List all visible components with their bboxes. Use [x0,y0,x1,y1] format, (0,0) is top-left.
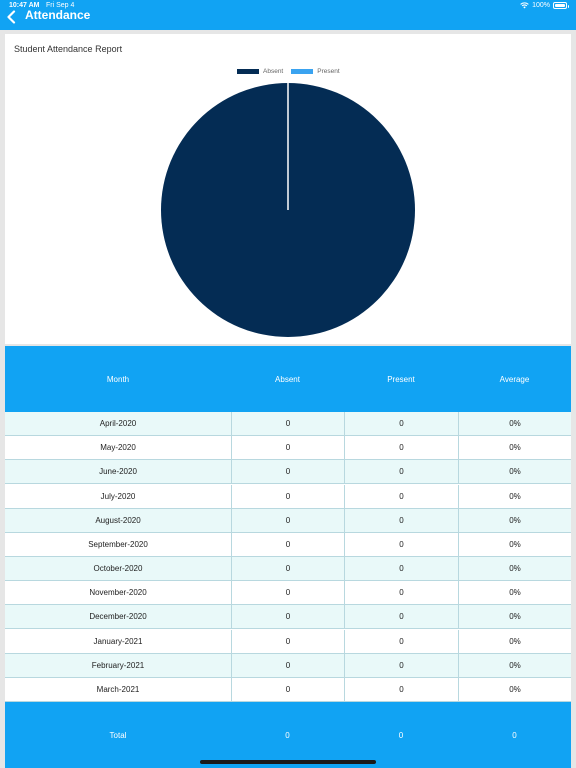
header-average: Average [499,374,530,384]
home-indicator[interactable] [200,760,376,764]
cell-absent: 0 [231,484,344,508]
cell-average: 0% [458,436,571,460]
battery-icon [553,2,569,9]
table-row: March-2021 0 0 0% [5,677,571,702]
cell-average: 0% [458,653,571,677]
cell-average: 0% [458,508,571,532]
cell-absent: 0 [231,508,344,532]
table-row: December-2020 0 0 0% [5,605,571,630]
cell-present: 0 [344,581,458,605]
status-date: Fri Sep 4 [46,2,75,9]
cell-month: November-2020 [89,588,147,598]
cell-present: 0 [344,508,458,532]
table-row: May-2020 0 0 0% [5,436,571,461]
table-row: October-2020 0 0 0% [5,557,571,582]
table-row: August-2020 0 0 0% [5,508,571,533]
navigation-bar: 10:47 AM Fri Sep 4 100% Attendance [0,0,576,30]
cell-average: 0% [458,557,571,581]
cell-absent: 0 [231,557,344,581]
cell-month: June-2020 [99,467,137,477]
legend-label-present: Present [317,68,340,75]
cell-present: 0 [344,460,458,484]
cell-month: October-2020 [93,564,143,574]
cell-present: 0 [344,484,458,508]
cell-month: February-2021 [91,660,145,670]
cell-absent: 0 [231,653,344,677]
table-row: April-2020 0 0 0% [5,412,571,436]
table-row: September-2020 0 0 0% [5,532,571,557]
header-present: Present [387,374,415,384]
cell-present: 0 [344,412,458,435]
cell-absent: 0 [231,436,344,460]
cell-present: 0 [344,605,458,629]
attendance-chart-card: Student Attendance Report Absent Present [5,34,571,344]
cell-absent: 0 [231,629,344,653]
cell-average: 0% [458,460,571,484]
table-row: June-2020 0 0 0% [5,460,571,485]
table-row: February-2021 0 0 0% [5,653,571,678]
page-title: Attendance [25,8,91,22]
header-month: Month [106,374,130,384]
cell-month: December-2020 [89,612,147,622]
cell-present: 0 [344,629,458,653]
chart-legend: Absent Present [237,68,348,75]
legend-item-present[interactable]: Present [291,68,340,75]
cell-average: 0% [458,532,571,556]
legend-swatch-absent [237,69,259,74]
chart-title: Student Attendance Report [14,44,123,54]
cell-absent: 0 [231,412,344,435]
footer-total-average: 0 [512,730,517,740]
cell-month: January-2021 [93,636,143,646]
cell-present: 0 [344,436,458,460]
wifi-icon [520,2,529,9]
cell-absent: 0 [231,532,344,556]
cell-present: 0 [344,677,458,701]
cell-average: 0% [458,581,571,605]
legend-item-absent[interactable]: Absent [237,68,283,75]
cell-average: 0% [458,629,571,653]
attendance-pie-chart [161,83,415,337]
cell-month: July-2020 [100,491,136,501]
footer-total-present: 0 [398,730,404,740]
status-time: 10:47 AM [9,2,40,9]
cell-absent: 0 [231,460,344,484]
cell-absent: 0 [231,581,344,605]
cell-month: April-2020 [99,419,137,428]
status-indicators: 100% [520,2,569,9]
chevron-left-icon[interactable] [6,10,18,24]
cell-present: 0 [344,557,458,581]
table-row: July-2020 0 0 0% [5,484,571,509]
battery-percent: 100% [532,2,550,9]
cell-month: May-2020 [100,443,136,453]
cell-month: September-2020 [88,539,148,549]
footer-total-absent: 0 [285,730,290,740]
cell-absent: 0 [231,677,344,701]
table-row: January-2021 0 0 0% [5,629,571,654]
cell-present: 0 [344,653,458,677]
cell-average: 0% [458,484,571,508]
cell-month: March-2021 [96,684,140,694]
table-header: Month Absent Present Average [5,346,571,412]
table-row: November-2020 0 0 0% [5,581,571,606]
legend-label-absent: Absent [263,68,284,75]
legend-swatch-present [291,69,314,74]
header-absent: Absent [275,374,300,384]
cell-average: 0% [458,605,571,629]
cell-present: 0 [344,532,458,556]
cell-average: 0% [458,677,571,701]
table-footer: Total 0 0 0 [5,702,571,768]
cell-average: 0% [458,412,571,435]
attendance-table: Month Absent Present Average April-2020 0… [5,346,571,768]
footer-total-label: Total [109,730,127,740]
cell-month: August-2020 [95,515,141,525]
cell-absent: 0 [231,605,344,629]
